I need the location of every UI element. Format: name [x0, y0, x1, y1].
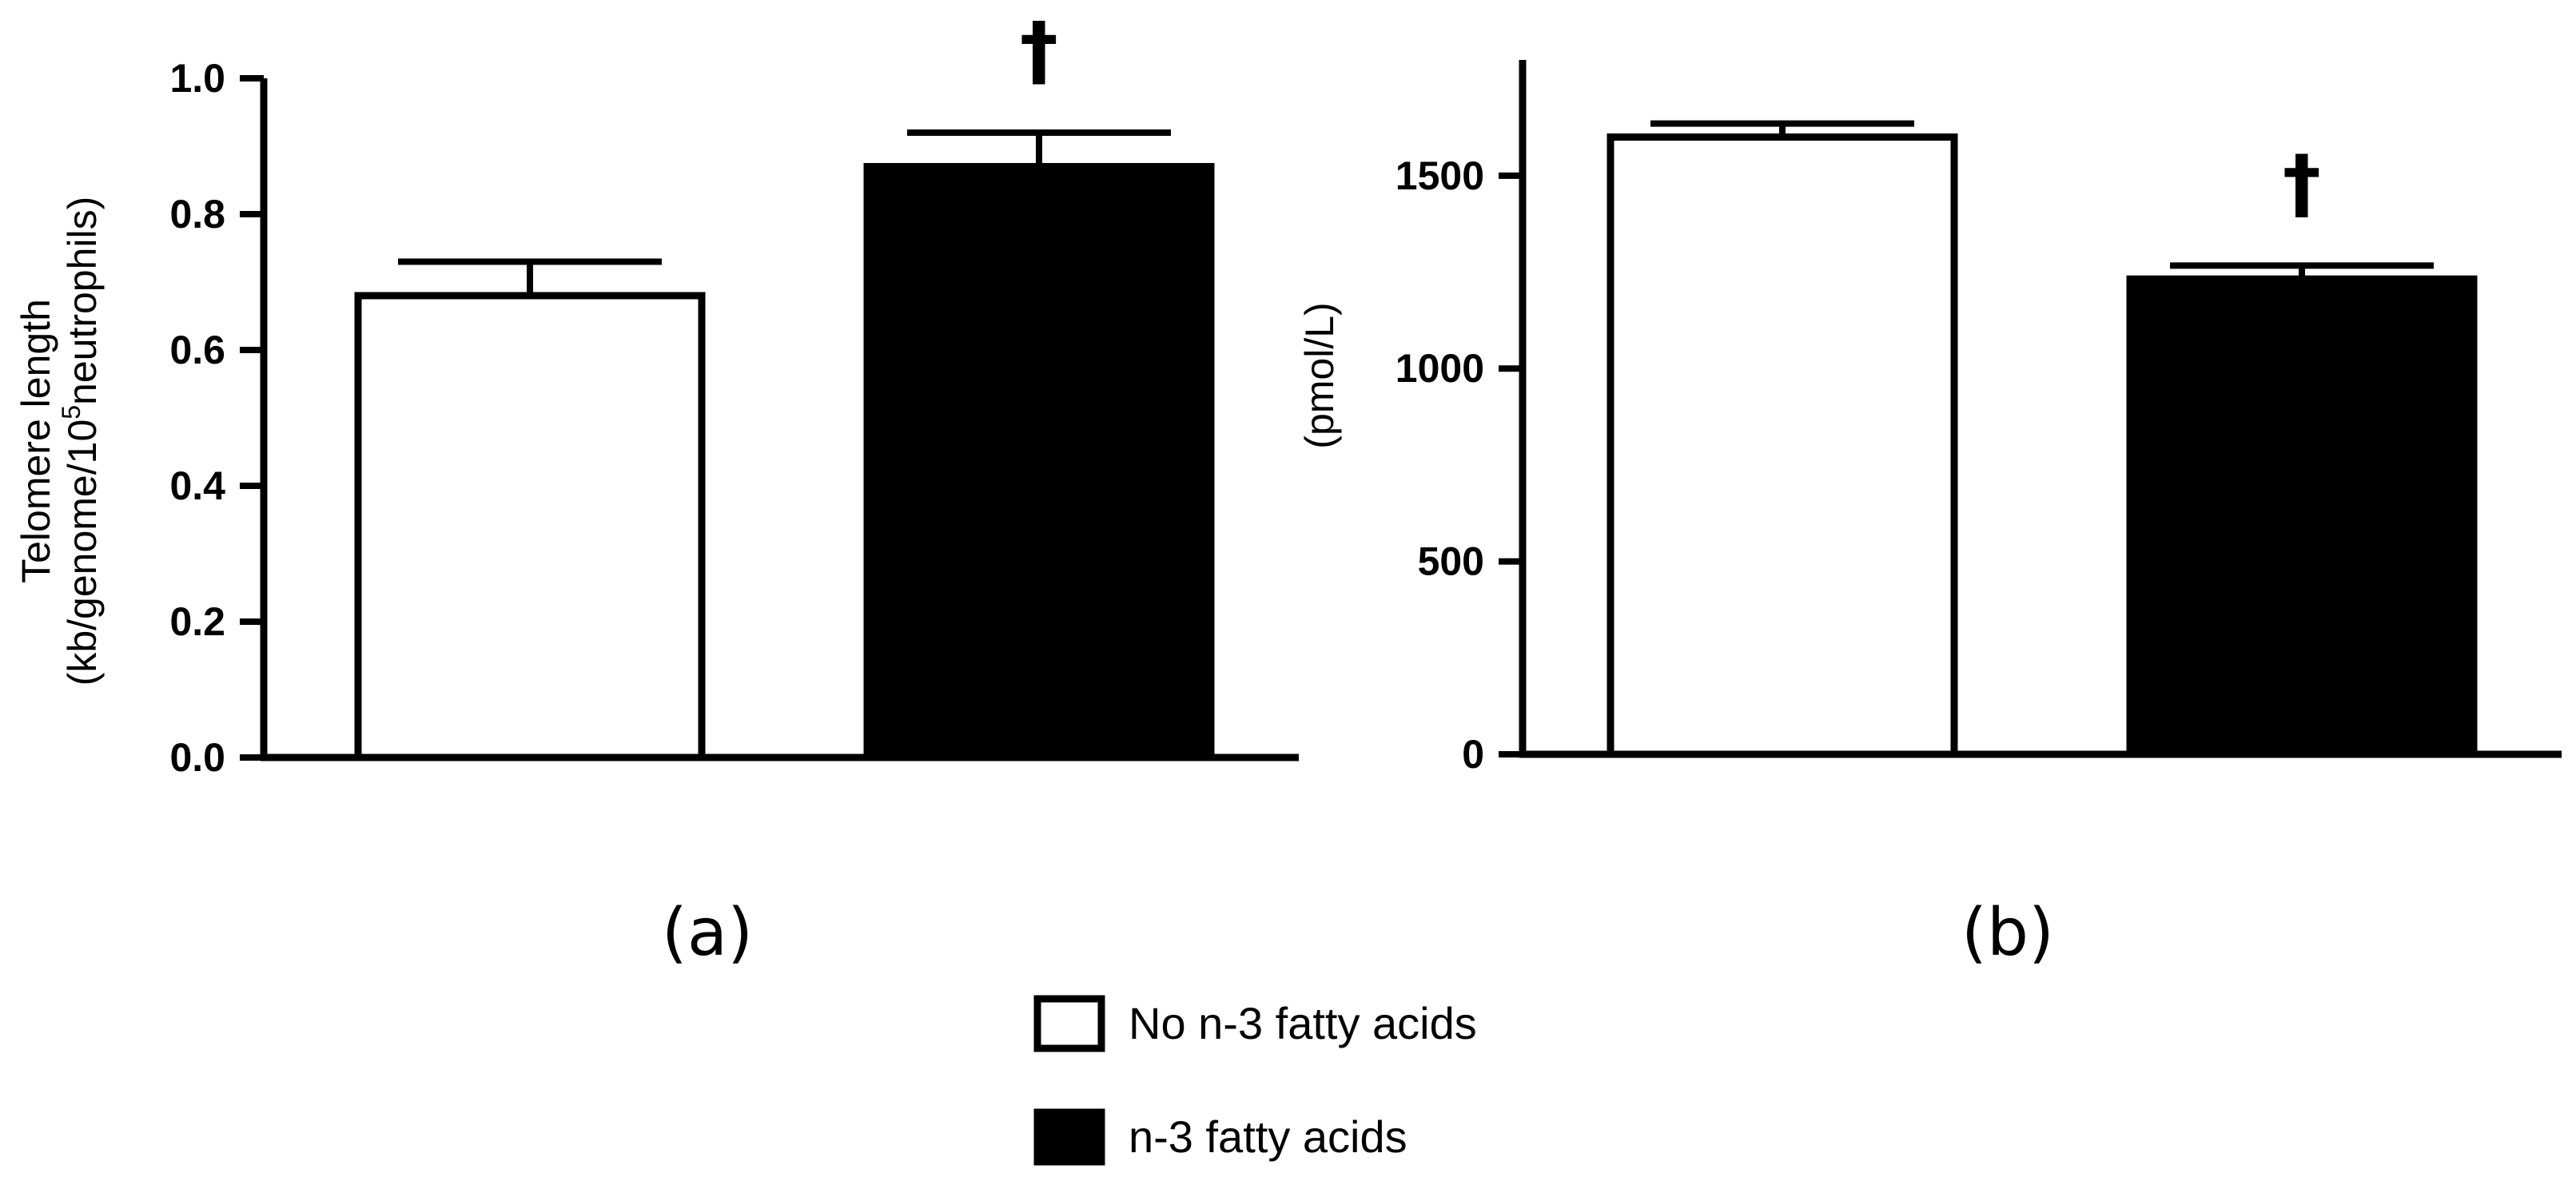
panel-b-y-tick-label-1: 500 [1418, 539, 1484, 584]
legend-label-no-n3: No n-3 fatty acids [1129, 998, 1477, 1048]
panel-b-y-tick-label-0: 0 [1462, 732, 1484, 777]
panel-a-y-tick-label-3: 0.6 [169, 328, 225, 372]
panel-b-label: (b) [1961, 895, 2054, 971]
chart-panel-a: 0.0 0.2 0.4 0.6 0.8 1.0 † Telomere length (kb… [14, 6, 1299, 971]
panel-a-bar-0 [354, 292, 706, 761]
panel-b-bar-0 [1607, 133, 1958, 758]
panel-a-label: (a) [662, 895, 753, 971]
panel-a-y-tick-label-5: 1.0 [169, 56, 225, 101]
panel-a-y-axis-title-line2: (kb/genome/105neutrophils) [57, 197, 105, 686]
panel-b-bars: † [1607, 120, 2478, 758]
panel-a-bar-1 [863, 163, 1215, 761]
panel-b-bar-1 [2126, 275, 2478, 758]
legend-item-n3: n-3 fatty acids [1033, 1108, 1407, 1166]
panel-b-y-axis-title: (pmol/L) [1297, 302, 1342, 448]
panel-a-bars: † [354, 6, 1215, 761]
panel-b-y-tick-label-2: 1000 [1395, 346, 1484, 391]
panel-b-significance-mark-1: † [2283, 138, 2321, 228]
panel-a-y-tick-label-4: 0.8 [169, 192, 225, 237]
legend-swatch-black [1033, 1108, 1105, 1166]
panel-a-y-tick-label-0: 0.0 [169, 735, 225, 780]
panel-b-y-tick-label-3: 1500 [1395, 153, 1484, 198]
legend-label-n3: n-3 fatty acids [1129, 1111, 1407, 1162]
legend-swatch-white [1033, 995, 1105, 1052]
panel-a-y-tick-label-1: 0.2 [169, 599, 225, 644]
legend: No n-3 fatty acids n-3 fatty acids [1033, 995, 1477, 1166]
chart-panel-b: 0 500 1000 1500 † (pmol/L) (b) [1297, 60, 2562, 971]
panel-a-y-tick-label-2: 0.4 [169, 463, 225, 508]
legend-item-no-n3: No n-3 fatty acids [1033, 995, 1477, 1052]
panel-a-significance-mark-1: † [1020, 6, 1058, 95]
panel-a-y-axis-title-line1: Telomere length [14, 299, 58, 583]
